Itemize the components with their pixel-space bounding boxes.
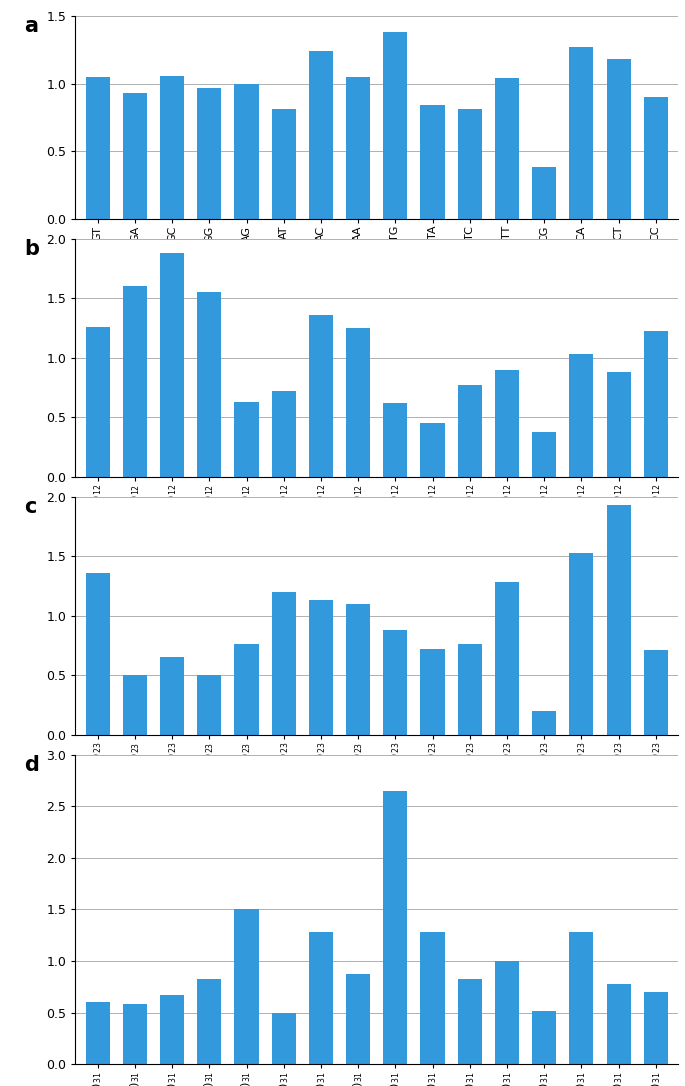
- Bar: [532, 167, 556, 218]
- Bar: [309, 601, 333, 735]
- Bar: [346, 328, 370, 477]
- Bar: [458, 978, 482, 1064]
- Bar: [86, 1002, 110, 1064]
- Bar: [160, 253, 184, 477]
- Bar: [606, 372, 631, 477]
- Bar: [346, 604, 370, 735]
- Bar: [569, 48, 593, 218]
- Bar: [160, 657, 184, 735]
- Bar: [346, 77, 370, 218]
- Text: b: b: [24, 239, 39, 258]
- Bar: [346, 974, 370, 1064]
- Bar: [495, 582, 519, 735]
- Bar: [197, 675, 221, 735]
- Bar: [458, 644, 482, 735]
- Bar: [86, 77, 110, 218]
- Bar: [532, 711, 556, 735]
- Bar: [272, 1012, 296, 1064]
- Text: d: d: [24, 755, 39, 774]
- Bar: [606, 984, 631, 1064]
- Bar: [309, 315, 333, 477]
- Bar: [197, 978, 221, 1064]
- Bar: [86, 327, 110, 477]
- Bar: [123, 93, 147, 218]
- Bar: [160, 995, 184, 1064]
- Bar: [532, 431, 556, 477]
- Bar: [606, 505, 631, 735]
- Bar: [458, 386, 482, 477]
- Bar: [234, 909, 259, 1064]
- Bar: [309, 51, 333, 218]
- Bar: [384, 791, 408, 1064]
- Bar: [197, 88, 221, 218]
- Bar: [123, 1005, 147, 1064]
- Text: c: c: [24, 496, 36, 517]
- Bar: [458, 110, 482, 218]
- Bar: [86, 572, 110, 735]
- Bar: [421, 649, 445, 735]
- Bar: [272, 110, 296, 218]
- Text: a: a: [24, 16, 38, 36]
- Bar: [569, 553, 593, 735]
- Bar: [123, 675, 147, 735]
- Bar: [384, 403, 408, 477]
- Bar: [234, 402, 259, 477]
- Bar: [384, 33, 408, 218]
- Bar: [495, 961, 519, 1064]
- Bar: [272, 391, 296, 477]
- Bar: [495, 369, 519, 477]
- Bar: [197, 292, 221, 477]
- Bar: [644, 992, 668, 1064]
- Bar: [123, 287, 147, 477]
- Bar: [384, 630, 408, 735]
- Bar: [532, 1011, 556, 1064]
- Bar: [272, 592, 296, 735]
- Bar: [234, 644, 259, 735]
- Bar: [644, 98, 668, 218]
- Bar: [421, 932, 445, 1064]
- Bar: [644, 651, 668, 735]
- Bar: [606, 60, 631, 218]
- Bar: [569, 354, 593, 477]
- Bar: [160, 76, 184, 218]
- Bar: [421, 105, 445, 218]
- Bar: [644, 331, 668, 477]
- Bar: [309, 932, 333, 1064]
- Bar: [495, 78, 519, 218]
- Bar: [569, 932, 593, 1064]
- Bar: [234, 84, 259, 218]
- Bar: [421, 424, 445, 477]
